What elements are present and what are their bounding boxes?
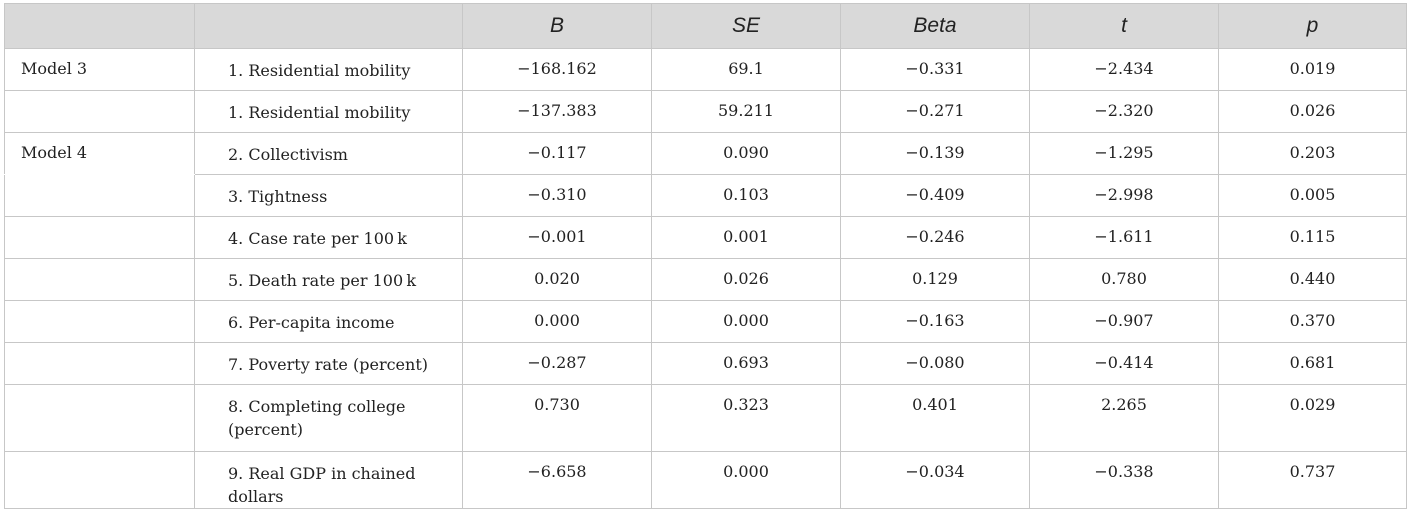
variable-cell: 4. Case rate per 100 k xyxy=(194,216,463,259)
t-cell: −2.434 xyxy=(1029,48,1219,91)
b-cell: 0.730 xyxy=(462,384,652,452)
model-cell xyxy=(4,90,195,133)
beta-cell: −0.080 xyxy=(840,342,1030,385)
regression-table: B SE Beta t p Model 3 1. Residential mob… xyxy=(4,3,1407,509)
t-cell: 0.780 xyxy=(1029,258,1219,301)
variable-cell: 1. Residential mobility xyxy=(194,90,463,133)
table-row: 7. Poverty rate (percent) −0.287 0.693 −… xyxy=(4,342,1407,385)
se-cell: 0.001 xyxy=(651,216,841,259)
se-cell: 0.103 xyxy=(651,174,841,217)
header-b: B xyxy=(462,3,652,49)
se-cell: 0.000 xyxy=(651,451,841,509)
t-cell: −1.295 xyxy=(1029,132,1219,175)
t-cell: −0.907 xyxy=(1029,300,1219,343)
se-cell: 0.090 xyxy=(651,132,841,175)
table-row: 9. Real GDP in chained dollars −6.658 0.… xyxy=(4,451,1407,509)
beta-cell: −0.246 xyxy=(840,216,1030,259)
p-cell: 0.203 xyxy=(1218,132,1407,175)
b-cell: −0.001 xyxy=(462,216,652,259)
p-cell: 0.029 xyxy=(1218,384,1407,452)
variable-cell: 7. Poverty rate (percent) xyxy=(194,342,463,385)
t-cell: −2.320 xyxy=(1029,90,1219,133)
variable-cell: 1. Residential mobility xyxy=(194,48,463,91)
model-cell xyxy=(4,216,195,259)
p-cell: 0.440 xyxy=(1218,258,1407,301)
b-cell: −0.117 xyxy=(462,132,652,175)
beta-cell: −0.409 xyxy=(840,174,1030,217)
t-cell: 2.265 xyxy=(1029,384,1219,452)
header-p: p xyxy=(1218,3,1407,49)
beta-cell: −0.331 xyxy=(840,48,1030,91)
b-cell: −0.310 xyxy=(462,174,652,217)
model-cell: Model 4 xyxy=(4,132,195,175)
beta-cell: −0.163 xyxy=(840,300,1030,343)
header-row: B SE Beta t p xyxy=(4,3,1407,49)
p-cell: 0.019 xyxy=(1218,48,1407,91)
se-cell: 0.000 xyxy=(651,300,841,343)
table-row: 4. Case rate per 100 k −0.001 0.001 −0.2… xyxy=(4,216,1407,259)
variable-cell: 3. Tightness xyxy=(194,174,463,217)
p-cell: 0.026 xyxy=(1218,90,1407,133)
variable-cell: 8. Completing college (percent) xyxy=(194,384,463,452)
variable-cell: 2. Collectivism xyxy=(194,132,463,175)
model-cell xyxy=(4,174,195,217)
se-cell: 0.323 xyxy=(651,384,841,452)
table-row: 6. Per-capita income 0.000 0.000 −0.163 … xyxy=(4,300,1407,343)
se-cell: 59.211 xyxy=(651,90,841,133)
p-cell: 0.115 xyxy=(1218,216,1407,259)
header-model xyxy=(4,3,195,49)
table-body: Model 3 1. Residential mobility −168.162… xyxy=(4,48,1407,509)
beta-cell: 0.129 xyxy=(840,258,1030,301)
b-cell: 0.000 xyxy=(462,300,652,343)
b-cell: −137.383 xyxy=(462,90,652,133)
se-cell: 0.026 xyxy=(651,258,841,301)
t-cell: −1.611 xyxy=(1029,216,1219,259)
p-cell: 0.737 xyxy=(1218,451,1407,509)
se-cell: 69.1 xyxy=(651,48,841,91)
header-variable xyxy=(194,3,463,49)
header-t: t xyxy=(1029,3,1219,49)
model-cell xyxy=(4,384,195,452)
table-row: 8. Completing college (percent) 0.730 0.… xyxy=(4,384,1407,452)
t-cell: −0.414 xyxy=(1029,342,1219,385)
variable-cell: 9. Real GDP in chained dollars xyxy=(194,451,463,509)
b-cell: −168.162 xyxy=(462,48,652,91)
t-cell: −0.338 xyxy=(1029,451,1219,509)
table-header: B SE Beta t p xyxy=(4,3,1407,49)
table-row: 1. Residential mobility −137.383 59.211 … xyxy=(4,90,1407,133)
table-row: 5. Death rate per 100 k 0.020 0.026 0.12… xyxy=(4,258,1407,301)
table-row: 3. Tightness −0.310 0.103 −0.409 −2.998 … xyxy=(4,174,1407,217)
model-cell xyxy=(4,300,195,343)
p-cell: 0.681 xyxy=(1218,342,1407,385)
variable-cell: 5. Death rate per 100 k xyxy=(194,258,463,301)
beta-cell: −0.139 xyxy=(840,132,1030,175)
se-cell: 0.693 xyxy=(651,342,841,385)
t-cell: −2.998 xyxy=(1029,174,1219,217)
b-cell: −6.658 xyxy=(462,451,652,509)
model-cell: Model 3 xyxy=(4,48,195,91)
beta-cell: −0.034 xyxy=(840,451,1030,509)
header-beta: Beta xyxy=(840,3,1030,49)
beta-cell: −0.271 xyxy=(840,90,1030,133)
table-row: Model 3 1. Residential mobility −168.162… xyxy=(4,48,1407,91)
model-cell xyxy=(4,451,195,509)
regression-table-container: B SE Beta t p Model 3 1. Residential mob… xyxy=(4,3,1407,509)
table-row: Model 4 2. Collectivism −0.117 0.090 −0.… xyxy=(4,132,1407,175)
header-se: SE xyxy=(651,3,841,49)
variable-cell: 6. Per-capita income xyxy=(194,300,463,343)
p-cell: 0.005 xyxy=(1218,174,1407,217)
model-cell xyxy=(4,258,195,301)
model-cell xyxy=(4,342,195,385)
b-cell: 0.020 xyxy=(462,258,652,301)
p-cell: 0.370 xyxy=(1218,300,1407,343)
beta-cell: 0.401 xyxy=(840,384,1030,452)
b-cell: −0.287 xyxy=(462,342,652,385)
